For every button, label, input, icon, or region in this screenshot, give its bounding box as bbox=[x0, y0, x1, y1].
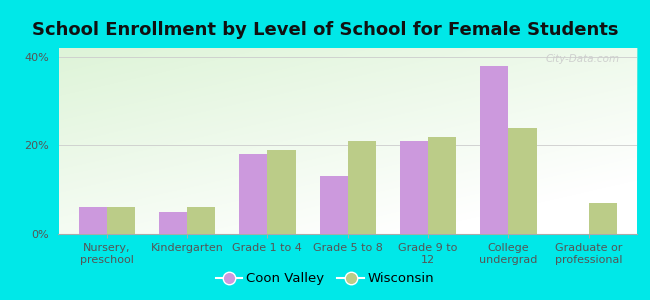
Text: School Enrollment by Level of School for Female Students: School Enrollment by Level of School for… bbox=[32, 21, 618, 39]
Legend: Coon Valley, Wisconsin: Coon Valley, Wisconsin bbox=[211, 267, 439, 290]
Bar bbox=[508, 128, 536, 234]
Bar bbox=[107, 207, 135, 234]
Bar bbox=[428, 136, 456, 234]
Bar bbox=[187, 207, 215, 234]
Bar bbox=[480, 66, 508, 234]
Bar bbox=[320, 176, 348, 234]
Bar bbox=[159, 212, 187, 234]
Bar bbox=[239, 154, 267, 234]
Bar bbox=[79, 207, 107, 234]
Bar bbox=[348, 141, 376, 234]
Bar bbox=[267, 150, 296, 234]
Bar bbox=[589, 203, 617, 234]
Bar bbox=[400, 141, 428, 234]
Text: City-Data.com: City-Data.com bbox=[545, 54, 619, 64]
